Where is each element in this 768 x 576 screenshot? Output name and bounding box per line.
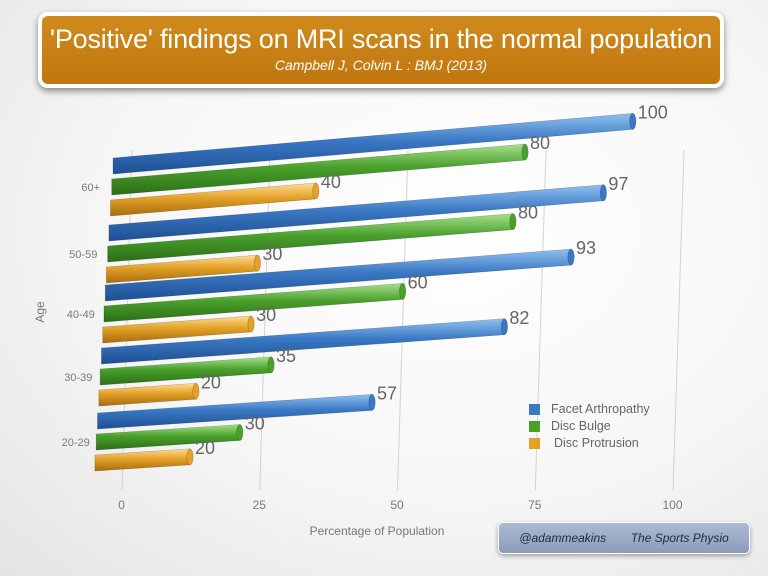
data-label: 60 bbox=[408, 272, 428, 292]
y-tick-label: 60+ bbox=[81, 182, 100, 194]
bar-end-cap bbox=[236, 424, 244, 441]
data-label: 30 bbox=[256, 305, 276, 325]
bar-end-cap bbox=[186, 448, 194, 466]
y-tick-label: 30-39 bbox=[64, 372, 92, 384]
data-label: 20 bbox=[201, 372, 221, 392]
bar-end-cap bbox=[599, 184, 607, 202]
data-label: 82 bbox=[509, 308, 529, 328]
bar bbox=[98, 382, 197, 407]
gridline bbox=[672, 149, 685, 491]
x-axis-title: Percentage of Population bbox=[310, 524, 445, 538]
data-label: 100 bbox=[638, 102, 668, 122]
bar-end-cap bbox=[192, 382, 200, 400]
footer-brand: The Sports Physio bbox=[630, 531, 729, 545]
data-label: 80 bbox=[518, 203, 538, 223]
data-label: 20 bbox=[195, 438, 215, 458]
y-tick-label: 40-49 bbox=[67, 309, 95, 321]
bar-end-cap bbox=[399, 283, 407, 300]
chart-title: 'Positive' findings on MRI scans in the … bbox=[49, 24, 713, 54]
chart-subtitle: Campbell J, Colvin L : BMJ (2013) bbox=[274, 57, 488, 73]
bar-end-cap bbox=[312, 182, 320, 200]
y-axis-title: Age bbox=[33, 301, 47, 323]
y-tick-label: 20-29 bbox=[62, 437, 90, 449]
legend-label: Facet Arthropathy bbox=[551, 402, 650, 416]
legend-swatch bbox=[529, 438, 540, 449]
data-label: 35 bbox=[276, 346, 296, 366]
gridline bbox=[534, 149, 547, 491]
legend: Facet Arthropathy Disc Bulge Disc Protrusi… bbox=[529, 402, 650, 450]
bar-end-cap bbox=[253, 254, 261, 272]
footer-handle: @adammeakins bbox=[519, 531, 607, 545]
bar bbox=[94, 448, 191, 472]
footer-badge: @adammeakins The Sports Physio bbox=[498, 522, 750, 554]
legend-swatch bbox=[529, 421, 540, 432]
legend-swatch bbox=[529, 404, 540, 415]
data-label: 97 bbox=[608, 174, 628, 194]
bar-end-cap bbox=[521, 143, 529, 161]
legend-label: Disc Bulge bbox=[551, 419, 611, 433]
legend-label: Disc Protrusion bbox=[554, 436, 639, 450]
bar-end-cap bbox=[629, 113, 637, 130]
data-label: 80 bbox=[530, 133, 550, 153]
bar-end-cap bbox=[509, 213, 517, 230]
x-tick-label: 50 bbox=[390, 498, 404, 512]
x-tick-label: 100 bbox=[662, 498, 682, 512]
title-banner: 'Positive' findings on MRI scans in the … bbox=[38, 12, 724, 88]
data-label: 57 bbox=[377, 383, 397, 403]
bar-end-cap bbox=[567, 248, 575, 266]
bar-end-cap bbox=[267, 356, 275, 374]
y-tick-label: 50-59 bbox=[69, 249, 97, 261]
x-tick-label: 75 bbox=[528, 498, 542, 512]
bar-end-cap bbox=[500, 318, 508, 336]
data-label: 93 bbox=[576, 238, 596, 258]
data-label: 30 bbox=[245, 414, 265, 434]
bar bbox=[95, 424, 241, 451]
data-label: 30 bbox=[262, 244, 282, 264]
gridline bbox=[259, 149, 271, 491]
bar-end-cap bbox=[247, 315, 255, 333]
x-tick-label: 0 bbox=[118, 498, 125, 512]
data-label: 40 bbox=[321, 172, 341, 192]
x-tick-label: 25 bbox=[253, 498, 267, 512]
bar-end-cap bbox=[368, 394, 376, 411]
